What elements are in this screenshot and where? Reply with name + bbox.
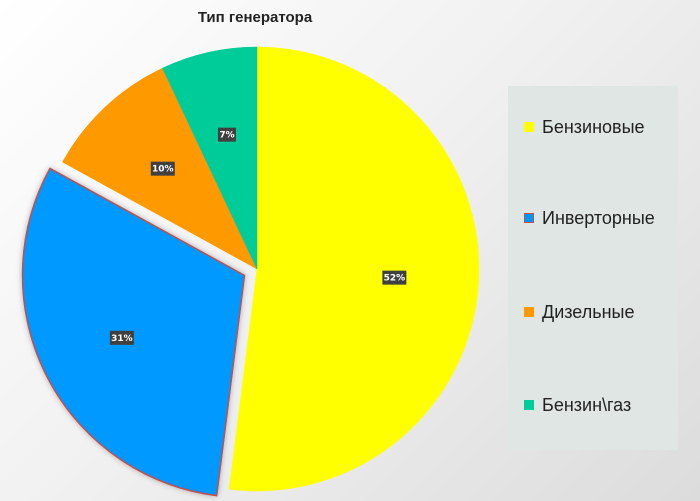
legend-swatch-diesel — [524, 307, 534, 317]
pie-data-labels: 52% 31% 10% 7% — [109, 127, 407, 345]
data-label-text-benzin: 52% — [384, 274, 406, 284]
legend-item-benzin-gas: Бензин\газ — [524, 394, 631, 416]
data-label-benzin: 52% — [382, 270, 407, 285]
pie-slice-benzin — [228, 46, 480, 492]
data-label-benzin-gas: 7% — [217, 127, 236, 142]
legend-swatch-benzin-gas — [524, 400, 534, 410]
pie-slice-benzin-gas — [162, 46, 258, 270]
legend-label-benzin-gas: Бензин\газ — [542, 394, 632, 415]
legend-swatch-inverter — [524, 213, 534, 223]
data-label-inverter: 31% — [109, 330, 134, 345]
legend-item-inverter: Инверторные — [524, 207, 655, 229]
legend-item-benzin: Бензиновые — [524, 116, 645, 138]
legend-label-diesel: Дизельные — [542, 301, 635, 322]
data-label-box-benzin-gas — [217, 127, 236, 142]
data-label-box-inverter — [109, 330, 134, 345]
chart-title: Тип генератора — [197, 9, 313, 26]
legend-swatch-benzin — [524, 122, 534, 132]
pie-slices — [21, 46, 480, 497]
legend-item-diesel: Дизельные — [524, 301, 634, 323]
data-label-text-inverter: 31% — [111, 334, 133, 344]
data-label-text-benzin-gas: 7% — [219, 131, 234, 141]
legend-label-benzin: Бензиновые — [542, 116, 645, 137]
data-label-box-diesel — [150, 161, 175, 176]
legend-label-inverter: Инверторные — [542, 207, 655, 228]
data-label-diesel: 10% — [150, 161, 175, 176]
legend: Бензиновые Инверторные Дизельные Бензин\… — [508, 86, 678, 450]
data-label-text-diesel: 10% — [152, 165, 174, 175]
data-label-box-benzin — [382, 270, 407, 285]
